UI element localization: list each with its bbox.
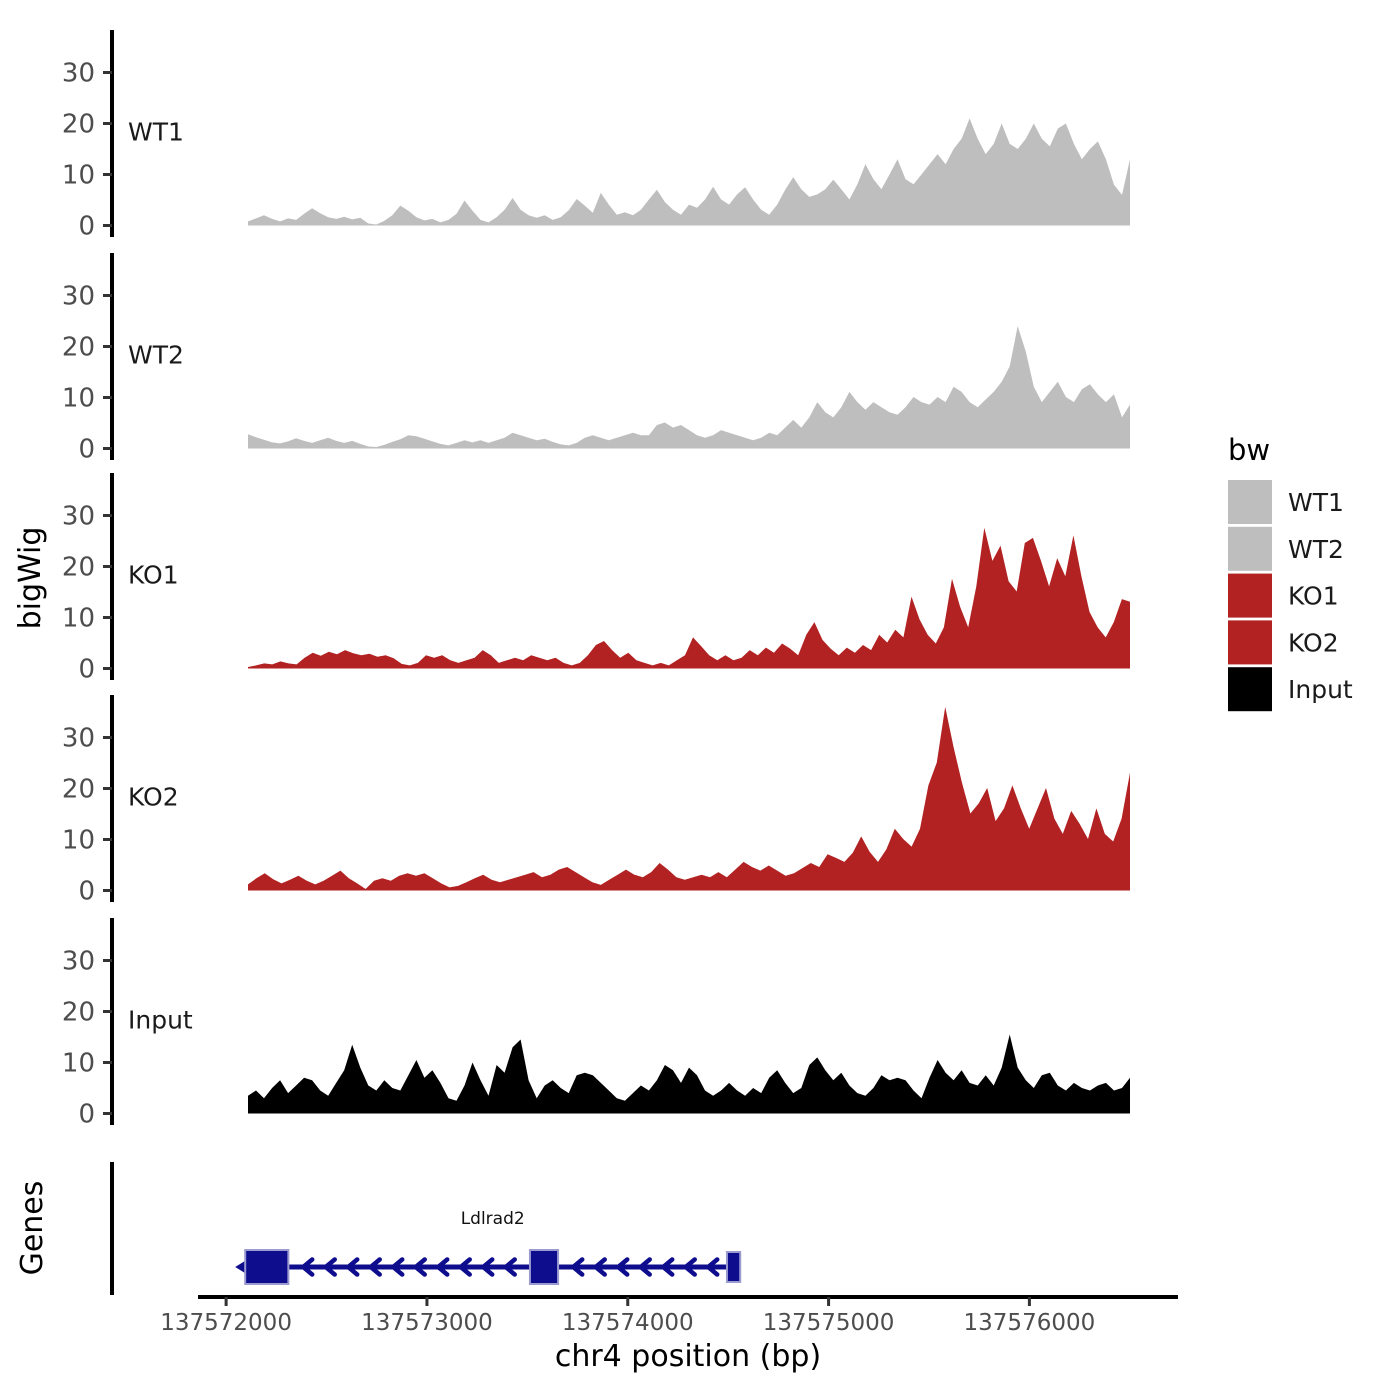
x-axis-title: chr4 position (bp) [555, 1339, 821, 1374]
legend-label-ko1: KO1 [1288, 582, 1339, 611]
signal-area-wt2 [248, 326, 1130, 449]
signal-area-ko1 [248, 527, 1130, 669]
legend-swatch-wt2 [1228, 526, 1272, 571]
intron-strand-arrow-icon [412, 1257, 427, 1277]
signal-area-input [248, 1034, 1130, 1114]
genes-axis-title: Genes [15, 1181, 50, 1276]
y-tick-label: 20 [62, 553, 95, 583]
legend-swatch-input [1228, 667, 1272, 712]
intron-strand-arrow-icon [592, 1257, 607, 1277]
y-tick-label: 20 [62, 110, 95, 140]
intron-strand-arrow-icon [344, 1257, 360, 1277]
y-tick-label: 10 [62, 826, 95, 856]
legend-swatch-ko1 [1228, 573, 1272, 618]
y-tick-label: 10 [62, 604, 95, 634]
y-tick-label: 0 [78, 877, 95, 907]
legend-title: bw [1228, 433, 1270, 467]
track-label-ko2: KO2 [128, 783, 179, 812]
intron-strand-arrow-icon [637, 1257, 652, 1277]
legend-label-ko2: KO2 [1288, 628, 1339, 657]
gene-exon [528, 1249, 560, 1285]
track-label-wt2: WT2 [128, 341, 184, 370]
intron-strand-arrow-icon [502, 1257, 517, 1277]
y-tick-label: 0 [78, 655, 95, 685]
intron-strand-arrow-icon [434, 1257, 450, 1277]
y-axis-title: bigWig [13, 527, 48, 630]
legend-label-input: Input [1288, 675, 1353, 704]
legend-label-wt1: WT1 [1288, 488, 1344, 517]
x-tick-label: 137572000 [160, 1310, 292, 1336]
intron-strand-arrow-icon [569, 1257, 585, 1277]
intron-strand-arrow-icon [682, 1257, 697, 1277]
gene-name-label: Ldlrad2 [461, 1209, 525, 1229]
y-tick-label: 0 [78, 212, 95, 242]
y-tick-label: 30 [62, 724, 95, 754]
intron-strand-arrow-icon [659, 1257, 675, 1277]
intron-strand-arrow-icon [614, 1257, 630, 1277]
intron-strand-arrow-icon [479, 1257, 495, 1277]
y-tick-label: 30 [62, 502, 95, 532]
y-tick-label: 10 [62, 1049, 95, 1079]
gene-exon [244, 1249, 290, 1285]
x-tick-label: 137573000 [361, 1310, 493, 1336]
intron-strand-arrow-icon [389, 1257, 405, 1277]
y-tick-label: 20 [62, 775, 95, 805]
intron-strand-arrow-icon [299, 1257, 315, 1277]
y-tick-label: 30 [62, 947, 95, 977]
intron-strand-arrow-icon [704, 1257, 720, 1277]
intron-strand-arrow-icon [457, 1257, 472, 1277]
y-tick-label: 20 [62, 998, 95, 1028]
intron-strand-arrow-icon [322, 1257, 337, 1277]
x-tick-label: 137575000 [763, 1310, 895, 1336]
track-label-input: Input [128, 1006, 193, 1035]
y-tick-label: 20 [62, 333, 95, 363]
legend-swatch-ko2 [1228, 620, 1272, 665]
gene-exon [725, 1251, 742, 1283]
y-tick-label: 0 [78, 1100, 95, 1130]
signal-area-ko2 [248, 706, 1130, 891]
y-tick-label: 0 [78, 435, 95, 465]
legend-label-wt2: WT2 [1288, 535, 1344, 564]
y-tick-label: 30 [62, 59, 95, 89]
track-label-wt1: WT1 [128, 118, 184, 147]
x-tick-label: 137576000 [964, 1310, 1096, 1336]
legend-swatch-wt1 [1228, 480, 1272, 524]
track-label-ko1: KO1 [128, 561, 179, 590]
x-tick-label: 137574000 [562, 1310, 694, 1336]
y-tick-label: 30 [62, 282, 95, 312]
signal-area-wt1 [248, 118, 1130, 226]
y-tick-label: 10 [62, 161, 95, 191]
y-tick-label: 10 [62, 384, 95, 414]
intron-strand-arrow-icon [367, 1257, 382, 1277]
